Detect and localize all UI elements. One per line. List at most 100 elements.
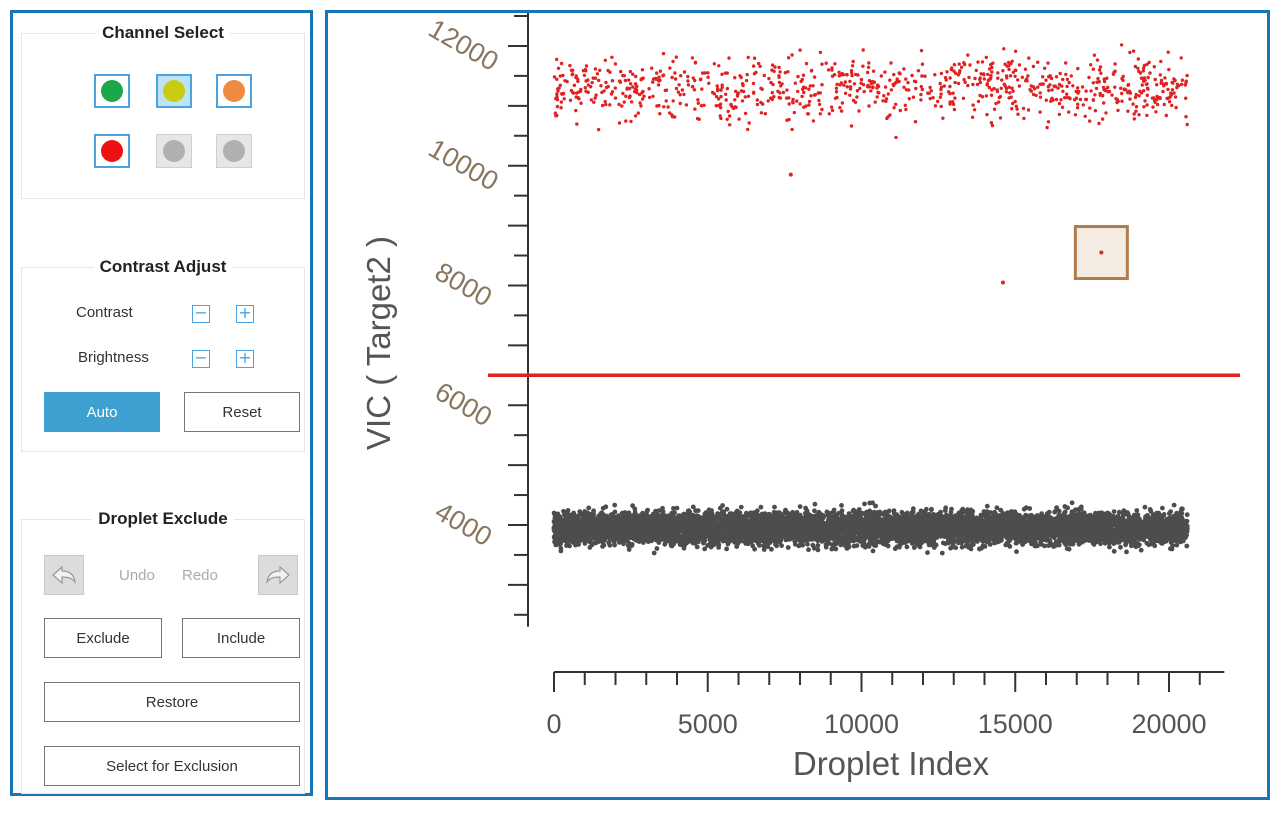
negative-droplet [891, 508, 897, 514]
negative-droplet [965, 507, 970, 513]
negative-droplet [681, 545, 687, 551]
negative-droplet [750, 543, 755, 549]
negative-droplet [806, 547, 811, 553]
negative-droplet [810, 542, 816, 548]
negative-droplet [1152, 543, 1158, 549]
green-dot-icon [101, 80, 123, 102]
negative-droplet [825, 537, 831, 543]
negative-droplet [1142, 504, 1148, 510]
negative-droplet [1124, 549, 1129, 555]
negative-droplet [805, 541, 810, 547]
negative-droplet [710, 530, 715, 536]
negative-droplet [706, 507, 712, 513]
chart-panel: 4000 6000 8000 10000 12000 0 5000 10000 15000 200… [325, 0, 1270, 800]
negative-droplet [779, 543, 784, 548]
channel-button-orange[interactable] [216, 74, 252, 108]
negative-droplet [626, 547, 632, 552]
negative-droplet [694, 544, 700, 550]
undo-label: Undo [119, 567, 155, 584]
negative-droplet [1184, 543, 1190, 549]
channel-select-group: Channel Select [21, 23, 305, 199]
negative-droplet [833, 546, 839, 552]
negative-droplet [758, 504, 764, 510]
negative-droplet [931, 545, 937, 550]
negative-droplet [854, 543, 860, 548]
negative-droplet [626, 510, 632, 516]
undo-button[interactable] [44, 555, 84, 595]
include-button[interactable]: Include [182, 618, 300, 658]
negative-droplet [925, 550, 930, 555]
negative-droplet [1171, 502, 1177, 508]
droplet-exclude-title: Droplet Exclude [92, 509, 234, 528]
negative-droplet [1111, 548, 1117, 554]
channel-button-green[interactable] [94, 74, 130, 108]
negative-droplet [812, 508, 817, 514]
negative-droplet [716, 545, 721, 550]
negative-droplet [964, 514, 970, 519]
negative-droplet [839, 503, 844, 508]
negative-droplet [772, 504, 777, 510]
redo-label: Redo [182, 567, 218, 584]
select-for-exclusion-button[interactable]: Select for Exclusion [44, 746, 300, 786]
negative-droplet-cluster [551, 500, 1190, 556]
negative-droplet [1107, 544, 1112, 550]
brightness-decrease-button[interactable]: − [192, 350, 210, 368]
negative-droplet [565, 508, 571, 513]
droplet-exclude-group: Droplet Exclude Undo Redo Exclude Includ… [21, 509, 305, 794]
negative-droplet [812, 501, 818, 507]
negative-droplet [949, 506, 954, 512]
negative-droplet [654, 546, 660, 551]
negative-droplet [769, 546, 774, 552]
negative-droplet [744, 510, 749, 516]
channel-button-red[interactable] [94, 134, 130, 168]
red-dot-icon [101, 140, 123, 162]
negative-droplet [939, 550, 945, 556]
contrast-decrease-button[interactable]: − [192, 305, 210, 323]
negative-droplet [942, 508, 948, 513]
negative-droplet [968, 510, 974, 516]
negative-droplet [752, 546, 757, 552]
brightness-label: Brightness [78, 349, 149, 366]
negative-droplet [1069, 500, 1075, 506]
negative-droplet [1174, 542, 1180, 548]
exclude-button[interactable]: Exclude [44, 618, 162, 658]
negative-droplet [629, 541, 635, 547]
negative-droplet [815, 543, 821, 548]
yellow-dot-icon [163, 80, 185, 102]
negative-droplet [702, 546, 708, 552]
channel-button-yellow[interactable] [156, 74, 192, 108]
contrast-adjust-title: Contrast Adjust [93, 257, 233, 276]
negative-droplet [1111, 509, 1117, 514]
negative-droplet [558, 548, 564, 554]
negative-droplet [1161, 512, 1167, 517]
contrast-label: Contrast [76, 304, 133, 321]
negative-droplet [651, 550, 657, 556]
channel-button-gray-1[interactable] [156, 134, 192, 168]
negative-droplet [586, 505, 592, 511]
restore-button[interactable]: Restore [44, 682, 300, 722]
contrast-increase-button[interactable]: + [236, 305, 254, 323]
negative-droplet [940, 540, 946, 546]
control-panel: Channel Select Contrast Adjust Contrast … [10, 10, 313, 796]
undo-arrow-icon [52, 565, 76, 585]
negative-droplet [600, 544, 605, 549]
negative-droplet [600, 505, 606, 511]
negative-droplet [612, 502, 618, 508]
redo-button[interactable] [258, 555, 298, 595]
negative-droplet [992, 509, 997, 515]
negative-droplet [1125, 510, 1130, 516]
redo-arrow-icon [266, 565, 290, 585]
orange-dot-icon [223, 80, 245, 102]
contrast-adjust-group: Contrast Adjust Contrast − + Brightness … [21, 257, 305, 452]
negative-droplet [1167, 511, 1172, 516]
negative-droplet [1112, 540, 1118, 545]
negative-droplet [674, 505, 680, 511]
auto-button[interactable]: Auto [44, 392, 160, 432]
reset-button[interactable]: Reset [184, 392, 300, 432]
negative-droplet [1184, 512, 1190, 518]
negative-droplet [904, 544, 910, 550]
negative-droplet [761, 547, 767, 552]
channel-button-gray-2[interactable] [216, 134, 252, 168]
brightness-increase-button[interactable]: + [236, 350, 254, 368]
